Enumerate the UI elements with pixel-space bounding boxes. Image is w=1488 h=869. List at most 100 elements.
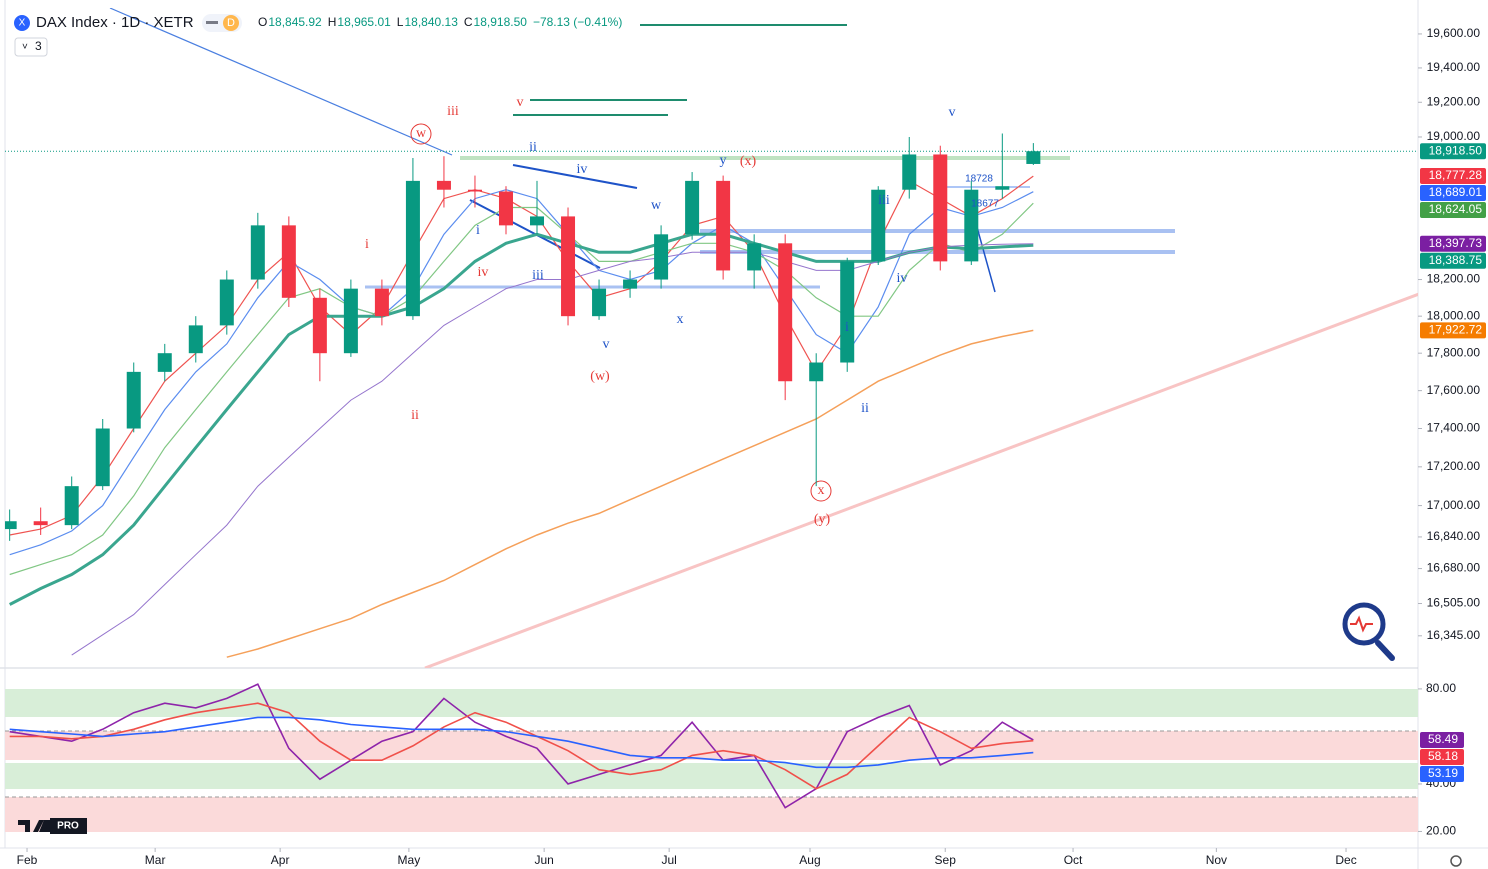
price-label: 18,689.01 xyxy=(1429,185,1483,199)
wave-label: x xyxy=(677,312,684,327)
logo-badge-bg xyxy=(50,818,87,834)
wave-label: iii xyxy=(532,268,544,283)
rsi-label: 53.19 xyxy=(1428,766,1458,780)
wave-label: i xyxy=(476,223,480,238)
candle-body xyxy=(995,186,1010,190)
price-label: 17,922.72 xyxy=(1429,323,1483,337)
wave-circle xyxy=(810,480,832,502)
magnifier-icon[interactable] xyxy=(1342,602,1395,661)
y-tick-label: 16,505.00 xyxy=(1427,596,1481,610)
price-label-box xyxy=(1420,185,1486,202)
interval-badge-bg xyxy=(223,15,239,31)
wedge-line xyxy=(512,164,638,189)
y-tick-label: 17,000.00 xyxy=(1427,498,1481,512)
candle-body xyxy=(716,180,731,271)
wave-label: i xyxy=(365,237,369,252)
candle-body xyxy=(405,180,420,317)
symbol-title[interactable]: DAX Index · 1D · XETR xyxy=(36,14,194,31)
rsi-tick-label: 80.00 xyxy=(1426,681,1456,695)
wave-label: x xyxy=(818,483,825,498)
wave-label: ii xyxy=(411,408,419,423)
wave-label: iv xyxy=(897,271,908,286)
wave-label: v xyxy=(949,105,956,120)
rsi-label-box xyxy=(1420,732,1464,749)
indicator-toggle[interactable] xyxy=(14,37,48,57)
candle-body xyxy=(623,279,638,289)
y-tick-label: 19,000.00 xyxy=(1427,129,1481,143)
symbol-icon-glyph: X xyxy=(19,18,26,29)
wave-label: v xyxy=(517,95,524,110)
candle-body xyxy=(219,279,234,326)
settings-icon[interactable] xyxy=(1450,855,1462,867)
price-label-box xyxy=(1420,202,1486,219)
price-label-box xyxy=(1420,322,1486,339)
price-label: 18,388.75 xyxy=(1429,253,1483,267)
x-tick-label: Nov xyxy=(1206,853,1227,867)
y-tick-label: 19,600.00 xyxy=(1427,26,1481,40)
candle-body xyxy=(498,191,513,226)
y-tick-label: 18,000.00 xyxy=(1427,308,1481,322)
rsi-band xyxy=(5,763,1418,789)
candle-body xyxy=(312,297,327,354)
wave-label: v xyxy=(603,337,610,352)
wave-label: (y) xyxy=(814,512,831,527)
x-tick-label: May xyxy=(398,853,421,867)
x-tick-label: Oct xyxy=(1064,853,1083,867)
rsi-pane xyxy=(9,683,1034,809)
logo-mark xyxy=(18,820,58,832)
x-tick-label: Jul xyxy=(661,853,676,867)
x-tick-label: Aug xyxy=(799,853,820,867)
x-tick-label: Feb xyxy=(17,853,38,867)
y-tick-label: 16,840.00 xyxy=(1427,529,1481,543)
badge-icon xyxy=(206,21,218,24)
price-pane xyxy=(5,133,1041,658)
candle-body xyxy=(902,154,917,190)
candle-body xyxy=(157,353,172,372)
x-tick-label: Dec xyxy=(1335,853,1356,867)
rsi-line xyxy=(9,702,1034,790)
y-tick-label: 16,680.00 xyxy=(1427,561,1481,575)
moving-average xyxy=(9,202,1034,576)
wave-label: i xyxy=(845,320,849,335)
candle-body xyxy=(436,180,451,190)
price-label-box xyxy=(1420,168,1486,185)
candle-body xyxy=(64,486,79,526)
wedge-line xyxy=(974,219,996,293)
candle-body xyxy=(685,180,700,235)
y-tick-label: 17,600.00 xyxy=(1427,383,1481,397)
moving-average xyxy=(71,243,1034,656)
logo-badge: PRO xyxy=(57,821,79,832)
wave-label: iii xyxy=(878,193,890,208)
x-tick-label: Apr xyxy=(271,853,290,867)
candle-body xyxy=(561,216,576,317)
candle-body xyxy=(840,261,855,363)
trend-line xyxy=(424,292,1418,668)
indicator-count: 3 xyxy=(35,39,42,53)
x-tick-label: Sep xyxy=(935,853,957,867)
wave-label: w xyxy=(651,198,662,213)
price-label: 18,918.50 xyxy=(1429,143,1483,157)
candle-body xyxy=(778,243,793,382)
ohlc-key: L xyxy=(397,15,404,29)
change-value: −78.13 (−0.41%) xyxy=(533,15,622,29)
wave-label: 18677 xyxy=(971,199,999,210)
candle-body xyxy=(871,189,886,262)
wave-label: y xyxy=(720,153,727,168)
candle-body xyxy=(374,288,389,317)
interval-badge: D xyxy=(227,17,235,29)
moving-average xyxy=(9,189,1034,556)
rsi-label-box xyxy=(1420,766,1464,783)
symbol-icon xyxy=(14,15,30,31)
wave-label: (w) xyxy=(590,369,610,384)
candle-body xyxy=(188,325,203,354)
y-tick-label: 18,200.00 xyxy=(1427,272,1481,286)
wave-label: ii xyxy=(529,140,537,155)
ohlc-value: 18,845.92 xyxy=(268,15,322,29)
chevron: ˅ xyxy=(22,42,28,53)
ohlc-key: O xyxy=(258,15,267,29)
price-label-box xyxy=(1420,143,1486,160)
wave-label: iv xyxy=(478,265,489,280)
wave-label: iii xyxy=(447,104,459,119)
candle-body xyxy=(343,288,358,354)
